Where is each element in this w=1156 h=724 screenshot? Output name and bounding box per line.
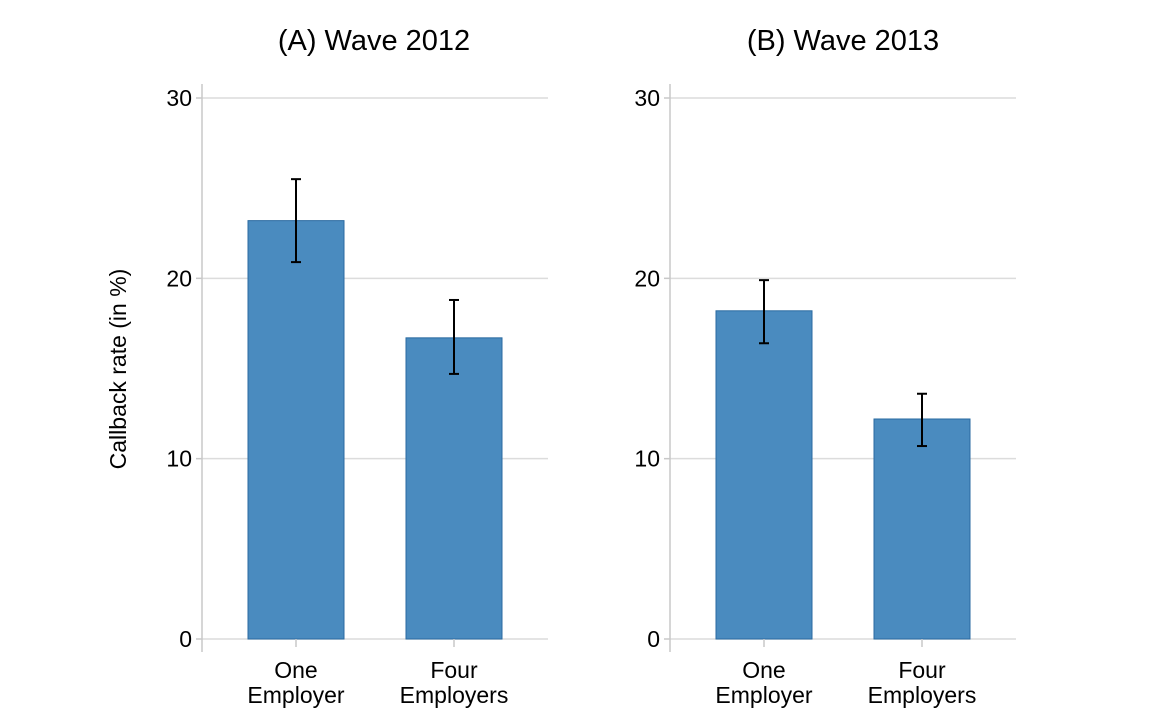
bar xyxy=(873,418,971,640)
bar xyxy=(247,220,345,640)
error-bar xyxy=(917,392,927,448)
y-tick-label: 10 xyxy=(634,446,660,472)
x-tick-label: One Employer xyxy=(247,657,344,708)
y-tick-label: 0 xyxy=(647,626,660,652)
panel-title: (B) Wave 2013 xyxy=(747,25,939,57)
error-bar xyxy=(449,298,459,375)
x-tick-label: One Employer xyxy=(715,657,812,708)
y-axis: 0 10 20 30 xyxy=(634,84,671,652)
y-tick-label: 0 xyxy=(179,626,192,652)
y-tick-label: 30 xyxy=(634,85,660,111)
x-tick-label: Four Employers xyxy=(400,657,509,708)
x-axis: One Employer Four Employers xyxy=(247,639,508,708)
y-axis: 0 10 20 30 xyxy=(166,84,203,652)
panel-title: (A) Wave 2012 xyxy=(278,25,470,57)
error-bar xyxy=(759,279,769,345)
y-tick-label: 20 xyxy=(634,265,660,291)
y-tick-label: 20 xyxy=(166,265,192,291)
bar xyxy=(715,310,813,640)
x-tick-label: Four Employers xyxy=(868,657,977,708)
bars xyxy=(247,178,503,640)
y-axis-label: Callback rate (in %) xyxy=(105,269,131,470)
panel-wave-2013: (B) Wave 2013 0 10 20 30 One Employer Four Emp… xyxy=(634,25,1016,708)
y-tick-label: 10 xyxy=(166,446,192,472)
error-bar xyxy=(291,178,301,264)
x-axis: One Employer Four Employers xyxy=(715,639,976,708)
bars xyxy=(715,279,971,640)
bar xyxy=(405,337,503,640)
panel-wave-2012: (A) Wave 2012 Callback rate (in %) 0 10 20… xyxy=(105,25,548,708)
y-tick-label: 30 xyxy=(166,85,192,111)
